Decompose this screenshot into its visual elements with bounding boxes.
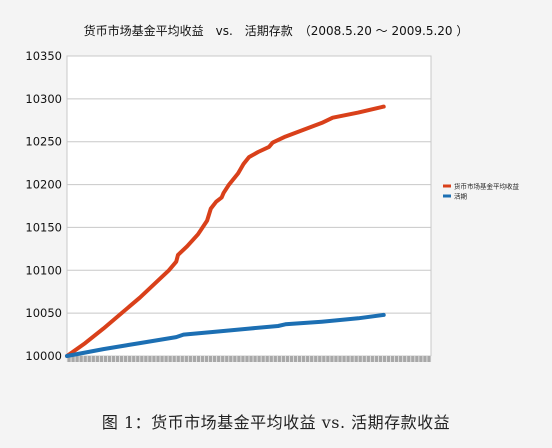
y-tick-label: 10300 [25, 92, 62, 106]
y-tick-label: 10250 [25, 135, 62, 149]
legend-label-1: 货币市场基金平均收益 [454, 181, 520, 190]
y-tick-label: 10000 [25, 349, 62, 363]
y-tick-label: 10350 [25, 49, 62, 63]
line-chart: 货币市场基金平均收益 vs. 活期存款 （2008.5.20 ～ 2009.5.… [25, 23, 520, 363]
y-tick-label: 10200 [25, 178, 62, 192]
y-tick-label: 10100 [25, 263, 62, 277]
y-axis-ticks: 10000 10050 10100 10150 10200 10250 10300 10350 [25, 49, 62, 363]
legend-label-2: 活期 [454, 191, 468, 200]
y-tick-label: 10050 [25, 306, 62, 320]
chart-title: 货币市场基金平均收益 vs. 活期存款 （2008.5.20 ～ 2009.5.… [84, 23, 469, 38]
series-lines [65, 104, 386, 358]
series-line-2 [65, 312, 386, 358]
y-tick-label: 10150 [25, 220, 62, 234]
x-axis-band [66, 356, 432, 362]
series-line-1 [65, 104, 386, 358]
figure-caption: 图 1：货币市场基金平均收益 vs. 活期存款收益 [101, 413, 451, 432]
